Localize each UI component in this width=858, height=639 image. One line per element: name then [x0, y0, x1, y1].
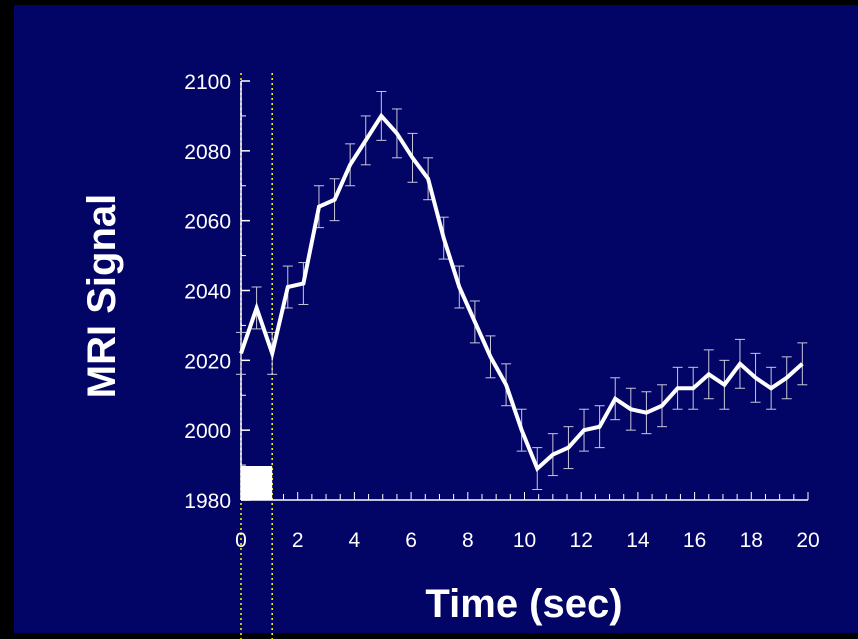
x-axis-title: Time (sec): [425, 582, 622, 626]
x-tick-label: 16: [683, 529, 706, 552]
x-tick-label: 8: [462, 529, 474, 552]
x-tick-label: 12: [570, 529, 593, 552]
x-tick-label: 2: [292, 529, 304, 552]
y-tick-label: 2040: [184, 281, 231, 304]
x-tick-label: 0: [235, 529, 247, 552]
error-bar: [797, 342, 808, 386]
y-tick-label: 2020: [184, 350, 231, 373]
y-axis-title: MRI Signal: [80, 194, 124, 398]
x-tick-label: 20: [796, 529, 819, 552]
x-tick-label: 10: [513, 529, 536, 552]
y-tick-label: 2060: [184, 211, 231, 234]
series-line-0: [239, 112, 804, 472]
x-tick-label: 4: [349, 529, 361, 552]
x-tick-label: 18: [740, 529, 763, 552]
y-tick-label: 2000: [184, 420, 231, 443]
y-tick-label: 2100: [184, 71, 231, 94]
x-tick-label: 14: [626, 529, 650, 552]
plot-background: [14, 5, 858, 633]
y-tick-label: 2080: [184, 141, 231, 164]
stimulus-block: [241, 466, 273, 500]
x-tick-label: 6: [405, 529, 417, 552]
y-tick-label: 1980: [184, 490, 231, 513]
